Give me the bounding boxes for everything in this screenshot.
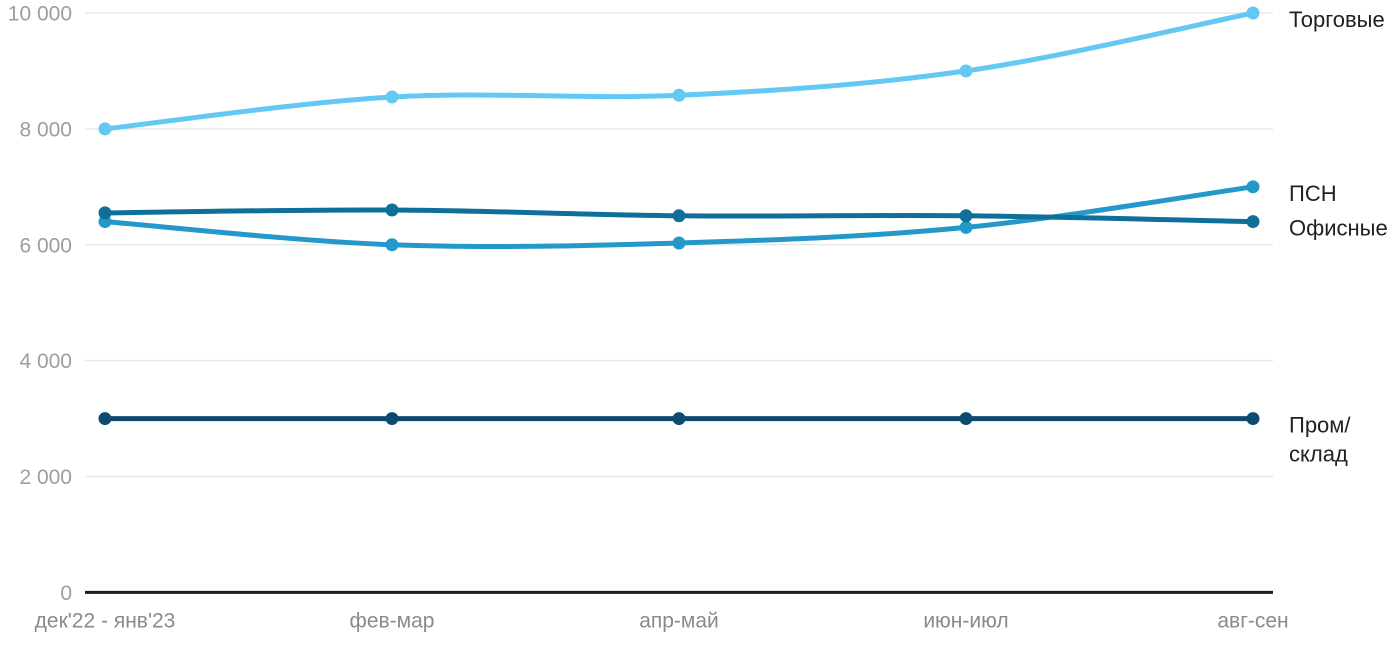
y-tick-label: 8 000 [19, 118, 72, 141]
series-line-0 [102, 10, 1256, 132]
x-tick-label: апр-май [639, 610, 719, 633]
series-point-3 [1246, 412, 1260, 426]
x-tick-label: дек'22 - янв'23 [35, 610, 176, 633]
series-point-0 [959, 64, 973, 78]
x-tick-label: июн-июл [923, 610, 1008, 633]
series-point-3 [959, 412, 973, 426]
series-label-1: ПСН [1289, 181, 1337, 206]
series-point-2 [672, 209, 686, 223]
series-label-3: Пром/склад [1289, 413, 1351, 467]
series-point-3 [672, 412, 686, 426]
x-tick-label: авг-сен [1217, 610, 1288, 633]
series-point-1 [385, 238, 399, 252]
series-point-0 [98, 122, 112, 136]
series-point-2 [959, 209, 973, 223]
series-point-2 [1246, 215, 1260, 229]
series-point-0 [1246, 6, 1260, 20]
y-tick-label: 2 000 [19, 466, 72, 489]
y-tick-label: 0 [60, 582, 72, 605]
series-point-1 [1246, 180, 1260, 194]
series-point-3 [98, 412, 112, 426]
series-point-2 [385, 203, 399, 217]
y-tick-label: 4 000 [19, 350, 72, 373]
series-point-3 [385, 412, 399, 426]
y-tick-label: 10 000 [8, 3, 72, 26]
series-label-2: Офисные [1289, 216, 1388, 241]
series-point-0 [672, 88, 686, 102]
series-point-1 [959, 220, 973, 234]
series-point-0 [385, 90, 399, 104]
y-tick-label: 6 000 [19, 234, 72, 257]
series-point-1 [672, 236, 686, 250]
series-label-0: Торговые [1289, 7, 1385, 32]
series-point-2 [98, 206, 112, 220]
x-tick-label: фев-мар [350, 610, 435, 633]
